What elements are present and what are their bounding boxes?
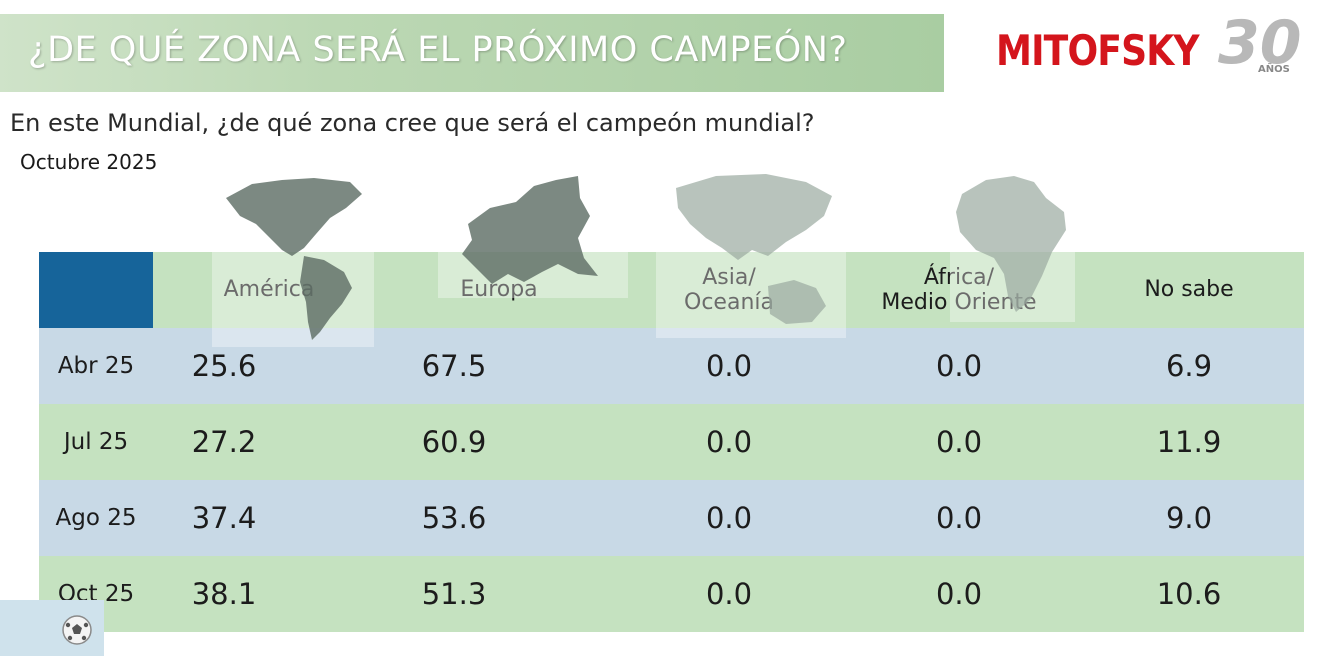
- value-cell: 0.0: [935, 577, 983, 611]
- title-banner: [0, 14, 944, 92]
- table-row: Jul 25 27.2 60.9 0.0 0.0 11.9: [39, 404, 1304, 480]
- column-header: Asia/Oceanía: [619, 252, 839, 328]
- column-header: África/Medio Oriente: [849, 252, 1069, 328]
- value-cell: 0.0: [705, 425, 753, 459]
- logo-brand: MITOFSKY: [996, 26, 1200, 75]
- value-cell: 0.0: [705, 349, 753, 383]
- value-cell: 25.6: [191, 349, 257, 383]
- row-label: Jul 25: [63, 429, 129, 455]
- column-header: No sabe: [1079, 252, 1299, 328]
- table-row: Ago 25 37.4 53.6 0.0 0.0 9.0: [39, 480, 1304, 556]
- column-header-line: Oceanía: [684, 290, 774, 315]
- column-header-line: África/: [923, 264, 995, 290]
- value-cell: 0.0: [935, 501, 983, 535]
- value-cell: 6.9: [1165, 349, 1213, 383]
- value-cell: 53.6: [421, 501, 487, 535]
- value-cell: 0.0: [705, 501, 753, 535]
- value-cell: 10.6: [1156, 577, 1222, 611]
- column-header-line: Europa: [460, 277, 538, 303]
- row-label: Ago 25: [55, 505, 137, 531]
- value-cell: 11.9: [1156, 425, 1222, 459]
- value-cell: 0.0: [705, 577, 753, 611]
- value-cell: 9.0: [1165, 501, 1213, 535]
- table-header-row: América Europa Asia/Oceanía África/Medio Or…: [39, 252, 1304, 328]
- survey-question: En este Mundial, ¿de qué zona cree que s…: [10, 109, 815, 137]
- logo-number: 30: [1218, 8, 1302, 78]
- value-cell: 0.0: [935, 425, 983, 459]
- value-cell: 37.4: [191, 501, 257, 535]
- table-row: Oct 25 38.1 51.3 0.0 0.0 10.6: [39, 556, 1304, 632]
- value-cell: 0.0: [935, 349, 983, 383]
- survey-period: Octubre 2025: [20, 150, 158, 174]
- results-table: América Europa Asia/Oceanía África/Medio Or…: [39, 252, 1304, 632]
- column-header: Europa: [389, 252, 609, 328]
- value-cell: 27.2: [191, 425, 257, 459]
- soccer-ball-icon: [62, 615, 92, 645]
- value-cell: 60.9: [421, 425, 487, 459]
- column-header: América: [159, 252, 379, 328]
- logo-years: AÑOS: [1258, 64, 1290, 75]
- column-header-line: Medio Oriente: [881, 290, 1037, 315]
- header-corner: [39, 252, 153, 328]
- row-label: Abr 25: [57, 353, 135, 379]
- mitofsky-logo: MITOFSKY 30 AÑOS: [996, 8, 1302, 88]
- table-row: Abr 25 25.6 67.5 0.0 0.0 6.9: [39, 328, 1304, 404]
- value-cell: 67.5: [421, 349, 487, 383]
- page-title: ¿DE QUÉ ZONA SERÁ EL PRÓXIMO CAMPEÓN?: [28, 30, 848, 70]
- value-cell: 51.3: [421, 577, 487, 611]
- column-header-line: No sabe: [1144, 277, 1234, 303]
- column-header-line: América: [223, 277, 315, 303]
- column-header-line: Asia/: [702, 264, 756, 290]
- value-cell: 38.1: [191, 577, 257, 611]
